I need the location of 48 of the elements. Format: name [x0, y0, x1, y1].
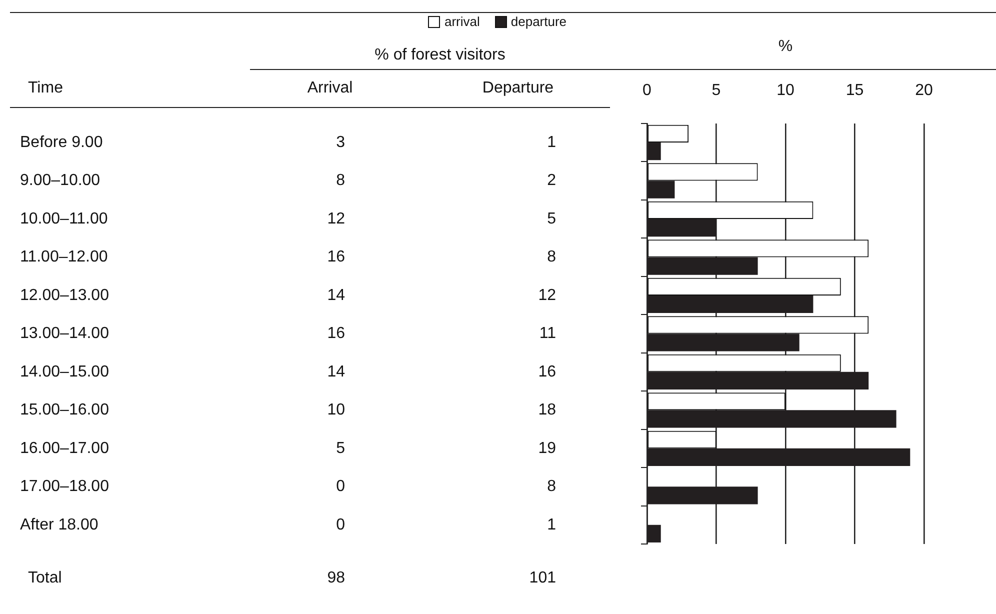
x2-tick-label: 0: [642, 82, 652, 100]
data-label: 8: [547, 248, 556, 266]
y-tick-label: 14.00–15.00: [20, 363, 110, 380]
text: % of forest visitors: [374, 46, 506, 64]
data-label: 10: [327, 402, 346, 419]
text: 98: [327, 569, 346, 586]
text: Departure: [482, 79, 554, 96]
text: Total: [28, 569, 62, 586]
data-label: 16: [327, 325, 346, 342]
data-label: 0: [336, 478, 346, 496]
y-tick-label: 15.00–16.00: [20, 402, 110, 419]
x2-tick-label: 5: [712, 82, 721, 100]
y-axis-title: Time: [28, 79, 64, 96]
text: Arrival: [307, 79, 353, 96]
y-tick-label: 17.00–18.00: [20, 478, 110, 496]
y-tick-label: 9.00–10.00: [20, 172, 100, 190]
x2-tick-label: 10: [776, 82, 794, 100]
y-tick-label: 12.00–13.00: [20, 286, 110, 304]
data-label: 14: [327, 363, 346, 380]
data-label: 5: [336, 440, 346, 457]
x2-axis-title: %: [778, 38, 793, 56]
y-tick-label: 16.00–17.00: [20, 440, 110, 457]
data-label: 5: [547, 210, 556, 228]
legend-label: arrival: [444, 14, 480, 29]
y-tick-label: 11.00–12.00: [20, 248, 108, 266]
data-label: 16: [538, 363, 556, 380]
y-tick-label: 13.00–14.00: [20, 325, 110, 342]
data-label: 8: [336, 172, 346, 190]
data-label: 0: [336, 516, 346, 534]
data-label: 11: [539, 325, 556, 342]
data-label: 18: [538, 402, 556, 419]
data-label: 1: [547, 516, 556, 534]
data-label: 2: [547, 172, 556, 190]
legend-label: departure: [510, 14, 567, 29]
text: 101: [529, 569, 556, 586]
data-label: 12: [538, 286, 556, 304]
y-tick-label: Before 9.00: [20, 134, 103, 151]
data-label: 16: [327, 248, 346, 266]
data-label: 14: [327, 286, 346, 304]
y-tick-label: After 18.00: [20, 516, 98, 534]
data-label: 1: [547, 134, 556, 151]
data-label: 12: [327, 210, 346, 228]
data-label: 3: [336, 134, 346, 151]
data-label: 19: [538, 440, 556, 457]
data-label: 8: [547, 478, 556, 496]
x2-tick-label: 15: [846, 82, 864, 100]
y-tick-label: 10.00–11.00: [20, 210, 108, 228]
x2-tick-label: 20: [915, 82, 933, 100]
